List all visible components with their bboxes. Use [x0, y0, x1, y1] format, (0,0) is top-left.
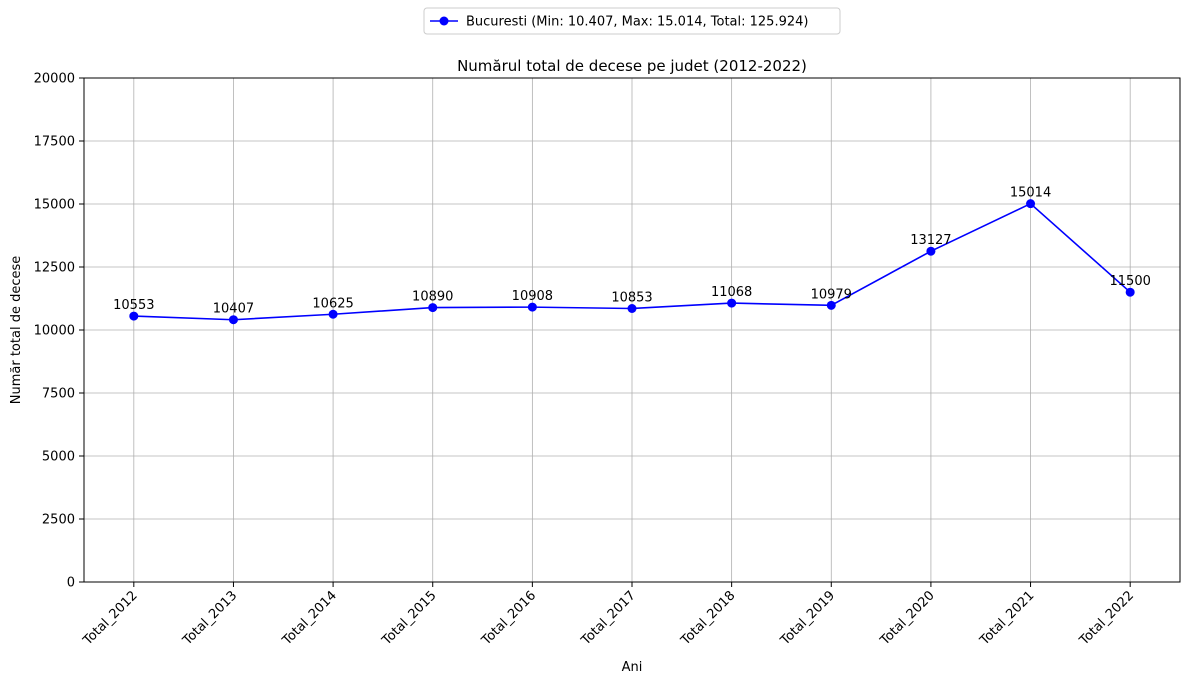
legend-label: Bucuresti (Min: 10.407, Max: 15.014, Tot… [466, 15, 808, 30]
legend: Bucuresti (Min: 10.407, Max: 15.014, Tot… [423, 7, 841, 35]
x-tick-label: Total_2012 [80, 588, 141, 649]
x-tick-label: Total_2014 [279, 588, 340, 649]
data-label: 11500 [1110, 274, 1151, 289]
y-tick-label: 2500 [42, 513, 75, 528]
data-point [1125, 287, 1135, 297]
series-layer [129, 199, 1135, 325]
x-tick-label: Total_2016 [478, 588, 539, 649]
x-tick-label: Total_2015 [379, 588, 440, 649]
legend-marker-swatch [439, 16, 449, 26]
axes-layer: 0 2500 5000 7500 10000 12500 15000 17500 20000 To… [34, 72, 1181, 649]
data-point [627, 304, 637, 314]
x-tick-label: Total_2018 [678, 588, 739, 649]
x-tick-label: Total_2013 [180, 588, 241, 649]
data-point [727, 298, 737, 308]
legend-box [423, 7, 841, 35]
x-tick-label: Total_2022 [1076, 588, 1137, 649]
x-tick-label: Total_2019 [777, 588, 838, 649]
y-tick-label: 17500 [34, 135, 75, 150]
data-label: 13127 [910, 233, 951, 248]
data-point [228, 315, 238, 325]
data-label: 10407 [213, 302, 254, 317]
data-point [826, 300, 836, 310]
y-axis-title: Număr total de decese [9, 256, 24, 404]
data-label: 10979 [811, 287, 852, 302]
data-point [129, 311, 139, 321]
data-point [428, 303, 438, 313]
labels-layer: 10553 10407 10625 10890 10908 10853 11068 10979… [113, 186, 1151, 317]
data-point [926, 246, 936, 256]
y-tick-label: 12500 [34, 261, 75, 276]
y-tick-label: 15000 [34, 198, 75, 213]
y-tick-label: 5000 [42, 450, 75, 465]
data-label: 10853 [611, 291, 652, 306]
y-tick-label: 20000 [34, 72, 75, 87]
data-label: 10625 [312, 296, 353, 311]
x-tick-label: Total_2021 [977, 588, 1038, 649]
data-point [328, 309, 338, 319]
x-tick-label: Total_2017 [578, 588, 639, 649]
y-tick-label: 10000 [34, 324, 75, 339]
data-label: 10553 [113, 298, 154, 313]
data-label: 10890 [412, 290, 453, 305]
data-label: 15014 [1010, 186, 1051, 201]
y-tick-label: 0 [67, 576, 75, 591]
data-point [1026, 199, 1036, 209]
y-tick-label: 7500 [42, 387, 75, 402]
x-axis-title: Ani [622, 660, 643, 675]
grid-layer [84, 77, 1180, 583]
data-label: 11068 [711, 285, 752, 300]
data-label: 10908 [512, 289, 553, 304]
x-tick-label: Total_2020 [877, 588, 938, 649]
data-point [527, 302, 537, 312]
chart-title: Numărul total de decese pe judet (2012-2… [457, 57, 807, 75]
